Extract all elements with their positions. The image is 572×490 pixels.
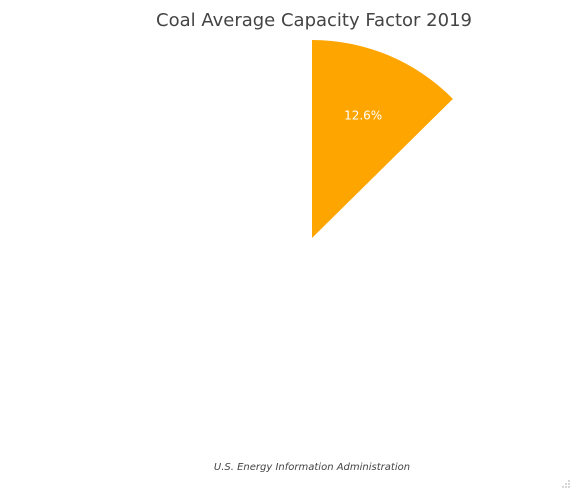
slice-label: 12.6% [344, 109, 382, 123]
pie-slices: 12.6% [312, 40, 453, 238]
source-note: U.S. Energy Information Administration [213, 462, 411, 473]
chart-title: Coal Average Capacity Factor 2019 [156, 10, 472, 31]
resize-grip-icon[interactable] [560, 478, 570, 488]
pie-slice[interactable] [312, 40, 453, 238]
